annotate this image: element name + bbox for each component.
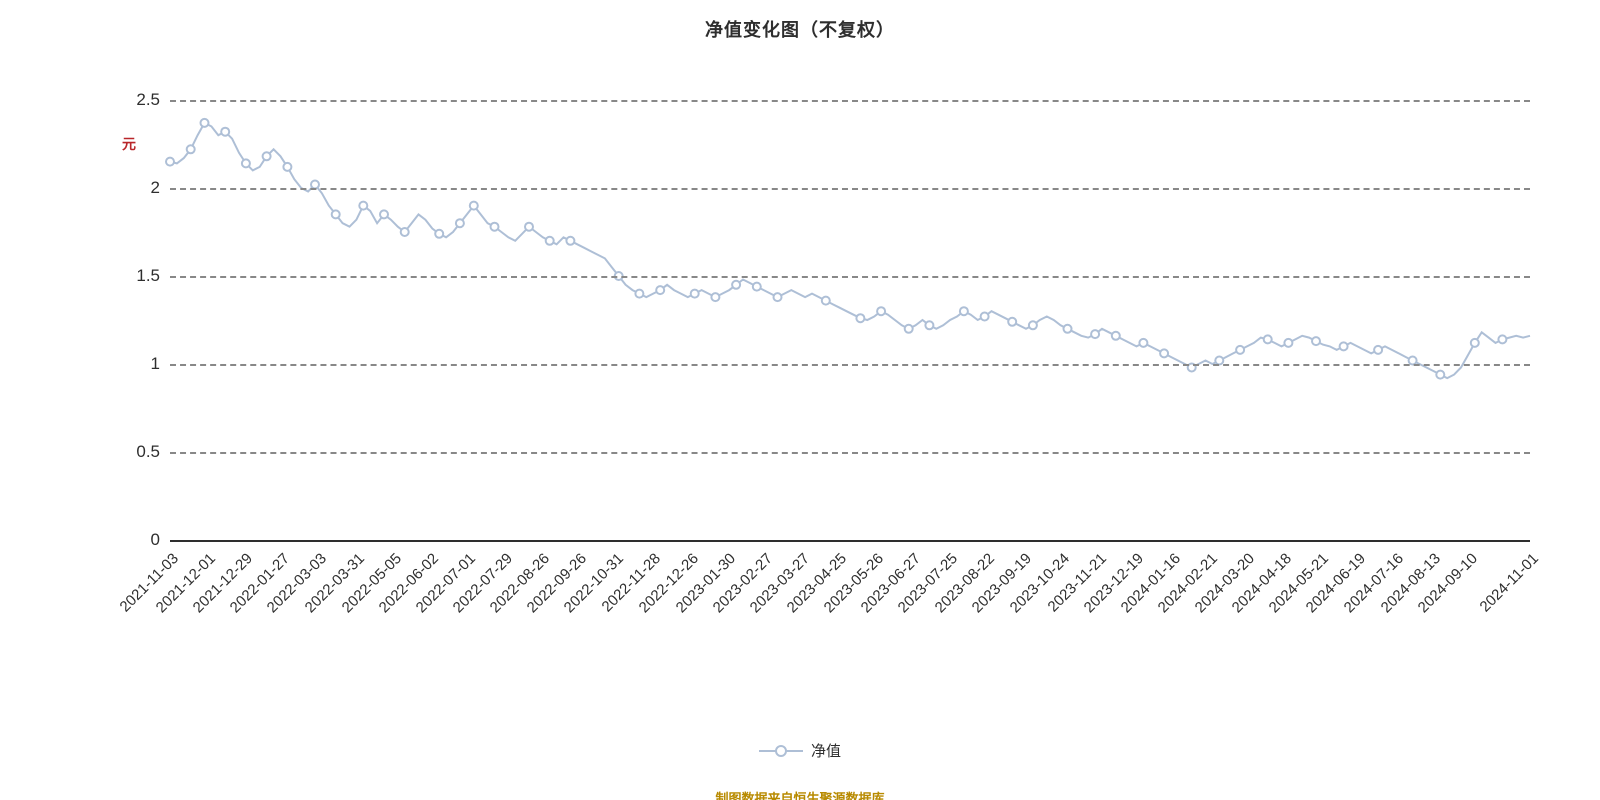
y-tick-label: 2	[151, 178, 160, 198]
y-tick-label: 0	[151, 530, 160, 550]
chart-container: 净值变化图（不复权） 元 00.511.522.52021-11-032021-…	[0, 0, 1600, 800]
legend-swatch	[759, 744, 803, 758]
legend-item: 净值	[759, 740, 841, 761]
chart-title: 净值变化图（不复权）	[0, 16, 1600, 42]
legend: 净值	[0, 740, 1600, 763]
x-tick-label: 2024-11-01	[1477, 550, 1542, 615]
y-tick-label: 0.5	[136, 442, 160, 462]
y-tick-label: 2.5	[136, 90, 160, 110]
chart-caption: 制图数据来自恒生聚源数据库	[0, 788, 1600, 800]
y-tick-label: 1.5	[136, 266, 160, 286]
plot-area: 元 00.511.522.52021-11-032021-12-012021-1…	[170, 100, 1530, 540]
y-axis-unit: 元	[122, 134, 136, 154]
legend-label: 净值	[811, 740, 841, 761]
line-series	[170, 100, 1530, 540]
y-tick-label: 1	[151, 354, 160, 374]
